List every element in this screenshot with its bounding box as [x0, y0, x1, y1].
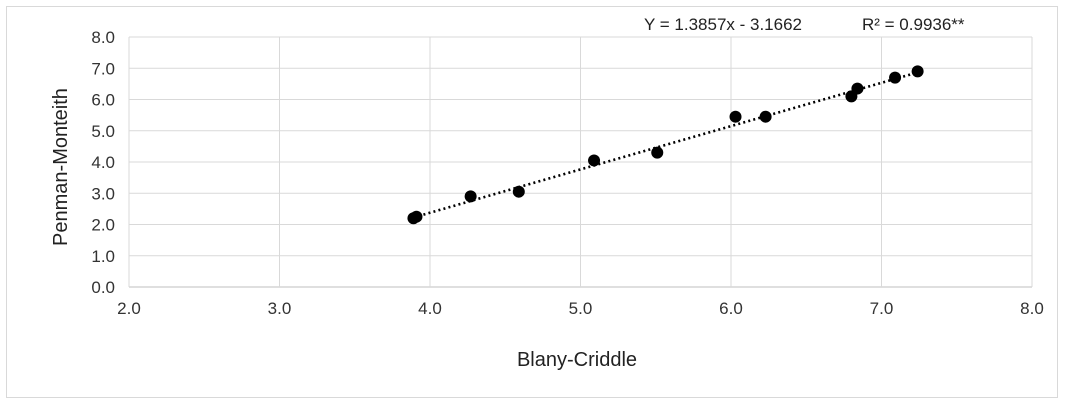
data-point [588, 154, 601, 167]
trendline-group [413, 71, 918, 219]
data-point [759, 110, 772, 123]
data-point [512, 185, 525, 198]
x-tick-label: 5.0 [569, 299, 593, 318]
y-axis-title: Penman-Monteith [50, 88, 72, 246]
y-tick-label: 4.0 [91, 153, 115, 172]
x-tick-label: 4.0 [418, 299, 442, 318]
y-tick-label: 1.0 [91, 247, 115, 266]
data-point [651, 146, 664, 159]
data-point [729, 110, 742, 123]
y-tick-label: 5.0 [91, 122, 115, 141]
trendline [413, 71, 918, 219]
data-point [410, 210, 423, 223]
x-tick-label: 6.0 [719, 299, 743, 318]
y-tick-label: 3.0 [91, 184, 115, 203]
data-points [407, 65, 924, 225]
y-tick-label: 0.0 [91, 278, 115, 297]
chart-frame: 0.0 1.0 2.0 3.0 4.0 5.0 6.0 7.0 8.0 2.0 3.0 4.0 5.0… [6, 6, 1058, 398]
data-point [851, 82, 864, 95]
y-tick-label: 2.0 [91, 216, 115, 235]
y-tick-label: 8.0 [91, 28, 115, 47]
data-point [464, 190, 477, 203]
x-tick-label: 8.0 [1020, 299, 1044, 318]
x-tick-label: 7.0 [870, 299, 894, 318]
y-tick-label: 7.0 [91, 59, 115, 78]
x-tick-label: 2.0 [117, 299, 141, 318]
x-tick-labels: 2.0 3.0 4.0 5.0 6.0 7.0 8.0 [117, 299, 1044, 318]
gridlines [128, 36, 1033, 288]
x-tick-label: 3.0 [268, 299, 292, 318]
x-axis-title: Blany-Criddle [517, 349, 637, 371]
y-tick-label: 6.0 [91, 91, 115, 110]
r-squared-label: R² = 0.9936** [862, 15, 965, 34]
scatter-chart: 0.0 1.0 2.0 3.0 4.0 5.0 6.0 7.0 8.0 2.0 3.0 4.0 5.0… [50, 15, 1044, 371]
data-point [889, 71, 902, 84]
regression-equation: Y = 1.3857x - 3.1662 [644, 15, 802, 34]
data-point [911, 65, 924, 78]
y-tick-labels: 0.0 1.0 2.0 3.0 4.0 5.0 6.0 7.0 8.0 [91, 28, 115, 297]
